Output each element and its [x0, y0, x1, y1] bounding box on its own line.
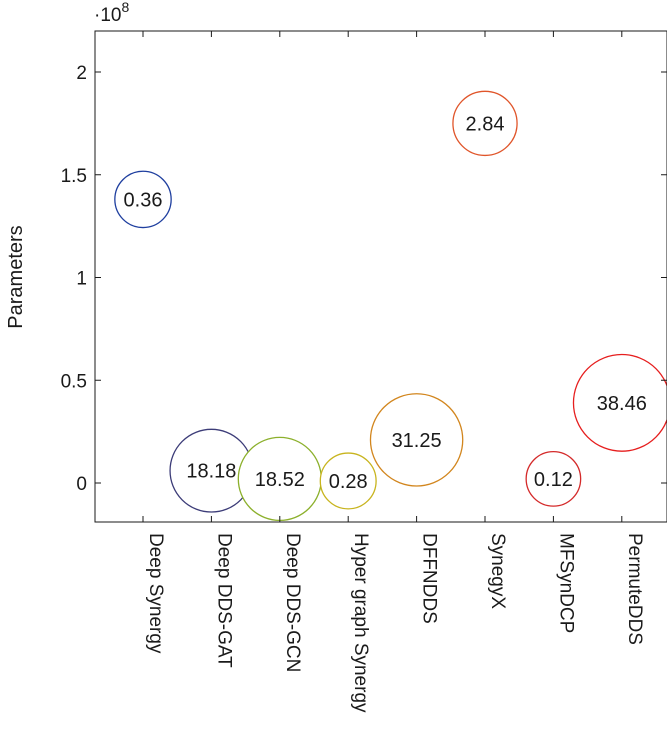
bubble-label: 18.18: [186, 461, 236, 483]
bubble-circle: [452, 90, 518, 157]
y-tick-label: 1.5: [61, 166, 87, 187]
chart-marks: 0.36 18.18 18.52 0.28 31.25 2.84 0.12 38.46: [114, 90, 667, 522]
y-tick-label: 0: [76, 474, 87, 495]
bubble: 2.84: [452, 90, 518, 157]
x-category-label: Hyper graph Synergy: [350, 533, 371, 713]
y-tick-label: 0.5: [61, 371, 87, 392]
y-tick-label: 1: [76, 269, 87, 290]
bubble-label: 18.52: [255, 469, 305, 491]
x-category-label: MFSynDCP: [555, 533, 576, 633]
y-tick-label: 2: [76, 63, 87, 84]
bubble-label: 38.46: [597, 393, 647, 415]
bubble: 38.46: [572, 353, 667, 452]
y-axis: 0 0.5 1 1.5 2: [61, 63, 667, 495]
x-category-label: Deep DDS-GAT: [213, 533, 234, 668]
x-category-label: DFFNDDS: [419, 533, 440, 624]
y-axis-exponent: ·108: [94, 0, 129, 26]
bubble-label: 0.28: [329, 471, 368, 493]
x-category-label: PermuteDDS: [624, 533, 645, 645]
y-axis-title: Parameters: [5, 225, 27, 328]
bubble-circle: [114, 170, 172, 229]
bubble: 31.25: [369, 393, 464, 487]
x-category-label: Deep DDS-GCN: [282, 533, 303, 672]
bubble: 0.28: [319, 452, 377, 510]
bubble-label: 31.25: [392, 430, 442, 452]
x-category-label: Deep Synergy: [145, 533, 166, 654]
bubble-circle: [319, 452, 377, 510]
x-axis: Deep Synergy Deep DDS-GAT Deep DDS-GCN Hype…: [142, 31, 645, 713]
bubble-circle: [525, 450, 582, 507]
y-axis-exponent-power: 8: [121, 0, 129, 15]
bubble: 18.52: [237, 436, 322, 522]
y-axis-exponent-base: ·10: [94, 5, 121, 26]
plot-frame: [94, 30, 667, 523]
bubble-label: 2.84: [466, 113, 505, 135]
bubble-label: 0.12: [534, 469, 573, 491]
bubble-label: 0.36: [124, 189, 163, 211]
bubble: 0.36: [114, 170, 172, 229]
bubble: 0.12: [525, 450, 582, 507]
bubble-circle: [572, 353, 667, 452]
x-category-label: SynegyX: [487, 533, 508, 609]
bubble-circle: [369, 393, 464, 487]
